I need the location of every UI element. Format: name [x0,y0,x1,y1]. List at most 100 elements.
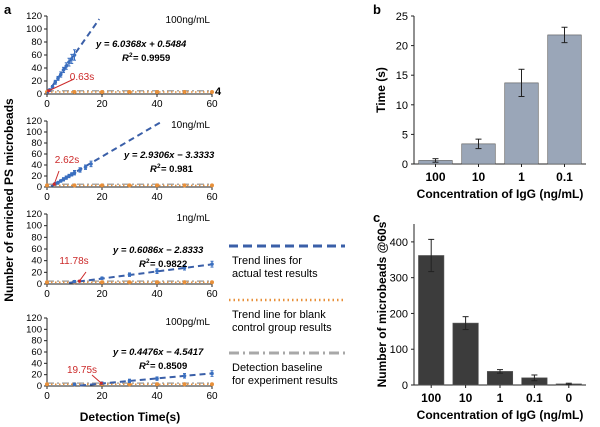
x-axis-title: Concentration of IgG (ng/mL) [417,187,584,201]
y-tick-label: 100 [390,344,408,356]
y-tick-label: 40 [31,358,42,369]
x-tick-label: 1 [497,391,504,405]
y-tick-label: 300 [390,273,408,285]
data-point [210,262,214,266]
y-tick-label: 40 [31,160,42,171]
y-tick-label: 0 [402,380,408,392]
y-tick-label: 200 [390,308,408,320]
x-tick-label: 60 [206,289,218,300]
data-point [50,85,55,89]
r-squared-superscript: 2 [129,52,133,59]
regression-equation: y = 2.9306x − 3.3333 [123,150,215,161]
y-tick-label: 0 [37,89,42,100]
data-point [72,170,77,175]
blank-point [155,90,159,95]
data-point [155,376,159,381]
x-tick-label: 60 [206,391,218,402]
y-tick-label: 120 [26,11,42,22]
panel-a-letter: a [4,2,12,17]
bar-chart-c: 0 100 200 300 400 100 10 1 0.1 0 Concentration of … [375,221,586,422]
data-point [64,175,69,180]
legend: Trend lines for actual test results Tren… [229,244,345,387]
data-point [61,68,66,72]
subplot-100ng: 0 20 40 60 80 100 120 0 20 40 60 100ng/mL y = 6.0368… [26,11,222,110]
data-point [56,180,60,185]
bar [418,255,445,386]
blank-point [72,90,77,95]
y-tick-label: 60 [31,50,42,61]
x-tick-label: 60 [206,192,218,203]
x-tick-label: 0 [44,391,50,402]
legend-text-baseline-1: Detection baseline [232,362,323,374]
y-tick-label: 5 [402,129,408,141]
y-tick-label: 80 [31,138,42,149]
y-tick-label: 40 [31,256,42,267]
data-point [182,374,187,378]
x-tick-label: 0 [565,391,572,405]
data-point [155,269,159,273]
detection-time-point [99,381,103,385]
blank-point [100,183,104,188]
detection-time-arrow [48,78,75,92]
detection-time-point [47,89,51,93]
data-point [69,57,74,61]
data-point [83,165,88,169]
x-tick-label: 60 [206,99,218,110]
regression-equation: y = 6.0368x + 0.5484 [95,39,187,50]
blank-point [100,280,104,285]
panel-b-letter: b [373,2,381,17]
r-squared-value: = 0.9822 [150,259,187,270]
x-tick-label: 1 [518,170,525,184]
r-squared-superscript: 2 [157,163,161,170]
blank-point [182,280,187,285]
detection-time-point [52,182,56,186]
y-tick-label: 120 [26,116,42,127]
blank-point [182,90,187,95]
data-point [56,76,60,81]
x-tick-label: 40 [151,289,163,300]
data-point [67,60,71,64]
blank-point [210,90,214,95]
y-tick-label: 20 [396,41,408,53]
panel-c-letter: c [373,210,380,225]
blank-point [127,90,132,95]
blank-point [210,183,214,188]
y-tick-label: 10 [396,100,408,112]
bar-chart-b: 0 5 10 15 20 25 100 10 1 0.1 Concentration of IgG … [374,11,586,201]
data-point [78,168,82,172]
blank-point [72,183,77,188]
y-tick-label: 80 [31,37,42,48]
concentration-label: 100pg/mL [166,317,211,328]
y-tick-label: 20 [31,370,42,381]
y-tick-label: 120 [26,313,42,324]
bar [547,34,582,165]
blank-point [182,382,187,387]
y-tick-label: 0 [37,182,42,193]
y-tick-label: 60 [31,149,42,160]
r-squared-superscript: 2 [146,360,150,367]
y-tick-label: 60 [31,347,42,358]
data-point [72,53,77,57]
data-point [100,276,104,280]
y-tick-label: 100 [26,127,42,138]
data-point [127,272,132,277]
data-point [53,80,58,85]
x-tick-label: 40 [151,391,163,402]
x-tick-label: 0.1 [526,391,543,405]
x-tick-label: 10 [472,170,486,184]
data-point [64,64,69,68]
detection-time-point [77,279,81,283]
blank-point [45,382,49,387]
data-point [89,162,93,166]
blank-point [210,280,214,285]
x-tick-label: 40 [151,192,163,203]
r-squared-label: R [139,361,146,372]
y-tick-label: 0 [402,159,408,171]
y-tick-label: 40 [31,63,42,74]
trend-line [68,263,213,284]
x-tick-label: 0 [44,99,50,110]
blank-point [45,280,49,285]
